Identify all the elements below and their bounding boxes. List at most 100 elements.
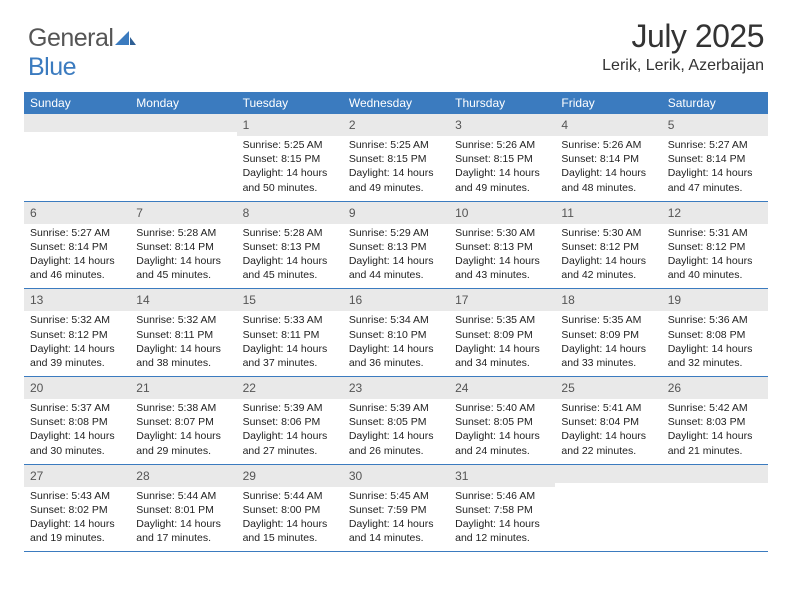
day-number: 29 (243, 469, 256, 483)
daynum-bar: 24 (449, 377, 555, 399)
cell-body: Sunrise: 5:45 AMSunset: 7:59 PMDaylight:… (343, 487, 449, 552)
daynum-bar: 28 (130, 465, 236, 487)
cell-body: Sunrise: 5:38 AMSunset: 8:07 PMDaylight:… (130, 399, 236, 464)
daylight-text: Daylight: 14 hours and 19 minutes. (30, 517, 124, 545)
day-number: 8 (243, 206, 250, 220)
sunrise-text: Sunrise: 5:33 AM (243, 313, 337, 327)
daynum-bar: 26 (662, 377, 768, 399)
daynum-bar: 1 (237, 114, 343, 136)
calendar-cell: 17 Sunrise: 5:35 AMSunset: 8:09 PMDayligh… (449, 289, 555, 376)
sunset-text: Sunset: 8:10 PM (349, 328, 443, 342)
location-text: Lerik, Lerik, Azerbaijan (602, 57, 764, 75)
daylight-text: Daylight: 14 hours and 36 minutes. (349, 342, 443, 370)
calendar-cell: 13 Sunrise: 5:32 AMSunset: 8:12 PMDayligh… (24, 289, 130, 376)
cell-body: Sunrise: 5:32 AMSunset: 8:12 PMDaylight:… (24, 311, 130, 376)
daynum-bar: 25 (555, 377, 661, 399)
daylight-text: Daylight: 14 hours and 17 minutes. (136, 517, 230, 545)
daylight-text: Daylight: 14 hours and 44 minutes. (349, 254, 443, 282)
sunset-text: Sunset: 8:04 PM (561, 415, 655, 429)
daynum-bar: 22 (237, 377, 343, 399)
sunset-text: Sunset: 8:14 PM (561, 152, 655, 166)
daylight-text: Daylight: 14 hours and 38 minutes. (136, 342, 230, 370)
calendar-cell: 26Sunrise: 5:42 AMSunset: 8:03 PMDayligh… (662, 377, 768, 464)
logo-word-blue: Blue (28, 53, 76, 81)
cell-body: Sunrise: 5:25 AMSunset: 8:15 PMDaylight:… (237, 136, 343, 201)
sunset-text: Sunset: 8:14 PM (136, 240, 230, 254)
day-number: 13 (30, 293, 43, 307)
daynum-bar: 18 (555, 289, 661, 311)
sunset-text: Sunset: 8:15 PM (349, 152, 443, 166)
daynum-bar: 21 (130, 377, 236, 399)
daynum-bar: 20 (24, 377, 130, 399)
sunrise-text: Sunrise: 5:35 AM (455, 313, 549, 327)
sunrise-text: Sunrise: 5:26 AM (561, 138, 655, 152)
sunset-text: Sunset: 8:12 PM (668, 240, 762, 254)
sunrise-text: Sunrise: 5:46 AM (455, 489, 549, 503)
calendar-cell: 4Sunrise: 5:26 AMSunset: 8:14 PMDaylight… (555, 114, 661, 201)
calendar-cell (662, 465, 768, 552)
daynum-bar (662, 465, 768, 483)
calendar-cell: 31Sunrise: 5:46 AMSunset: 7:58 PMDayligh… (449, 465, 555, 552)
sunset-text: Sunset: 8:09 PM (455, 328, 549, 342)
sunset-text: Sunset: 8:03 PM (668, 415, 762, 429)
sunrise-text: Sunrise: 5:29 AM (349, 226, 443, 240)
cell-body: Sunrise: 5:28 AMSunset: 8:13 PMDaylight:… (237, 224, 343, 289)
sunset-text: Sunset: 8:13 PM (349, 240, 443, 254)
daynum-bar (130, 114, 236, 132)
day-number: 21 (136, 381, 149, 395)
week-row: 6 Sunrise: 5:27 AM Sunset: 8:14 PM Daylight… (24, 202, 768, 290)
cell-body: Sunrise: 5:32 AMSunset: 8:11 PMDaylight:… (130, 311, 236, 376)
cell-body: Sunrise: 5:44 AMSunset: 8:00 PMDaylight:… (237, 487, 343, 552)
daylight-text: Daylight: 14 hours and 27 minutes. (243, 429, 337, 457)
cell-body: Sunrise: 5:46 AMSunset: 7:58 PMDaylight:… (449, 487, 555, 552)
sunrise-text: Sunrise: 5:45 AM (349, 489, 443, 503)
day-header: Monday (130, 92, 236, 114)
daynum-bar: 17 (449, 289, 555, 311)
day-number: 11 (561, 206, 573, 220)
cell-body: Sunrise: 5:41 AMSunset: 8:04 PMDaylight:… (555, 399, 661, 464)
sunset-text: Sunset: 8:06 PM (243, 415, 337, 429)
cell-body: Sunrise: 5:33 AMSunset: 8:11 PMDaylight:… (237, 311, 343, 376)
calendar-cell: 18Sunrise: 5:35 AMSunset: 8:09 PMDayligh… (555, 289, 661, 376)
daylight-text: Daylight: 14 hours and 49 minutes. (349, 166, 443, 194)
day-header-row: Sunday Monday Tuesday Wednesday Thursday… (24, 92, 768, 114)
day-header: Sunday (24, 92, 130, 114)
daynum-bar: 30 (343, 465, 449, 487)
sunrise-text: Sunrise: 5:27 AM (30, 226, 124, 240)
daylight-text: Daylight: 14 hours and 43 minutes. (455, 254, 549, 282)
daynum-bar: 12 (662, 202, 768, 224)
cell-body: Sunrise: 5:43 AMSunset: 8:02 PMDaylight:… (24, 487, 130, 552)
calendar-cell: 8 Sunrise: 5:28 AMSunset: 8:13 PMDaylight… (237, 202, 343, 289)
daylight-text: Daylight: 14 hours and 49 minutes. (455, 166, 549, 194)
calendar-cell: 14Sunrise: 5:32 AMSunset: 8:11 PMDayligh… (130, 289, 236, 376)
sunset-text: Sunset: 8:02 PM (30, 503, 124, 517)
day-number: 15 (243, 293, 256, 307)
calendar-cell: 25Sunrise: 5:41 AMSunset: 8:04 PMDayligh… (555, 377, 661, 464)
calendar-cell: 22 Sunrise: 5:39 AMSunset: 8:06 PMDayligh… (237, 377, 343, 464)
daynum-bar: 23 (343, 377, 449, 399)
daylight-text: Daylight: 14 hours and 34 minutes. (455, 342, 549, 370)
daynum-bar: 7 (130, 202, 236, 224)
daynum-bar: 16 (343, 289, 449, 311)
title-block: July 2025 Lerik, Lerik, Azerbaijan (602, 18, 764, 75)
daylight-text: Daylight: 14 hours and 26 minutes. (349, 429, 443, 457)
day-number: 12 (668, 206, 681, 220)
daynum-bar: 29 (237, 465, 343, 487)
daylight-text: Daylight: 14 hours and 24 minutes. (455, 429, 549, 457)
cell-body: Sunrise: 5:30 AMSunset: 8:12 PMDaylight:… (555, 224, 661, 289)
sunrise-text: Sunrise: 5:39 AM (243, 401, 337, 415)
calendar-cell: 3Sunrise: 5:26 AMSunset: 8:15 PMDaylight… (449, 114, 555, 201)
sunset-text: Sunset: 8:01 PM (136, 503, 230, 517)
sunrise-text: Sunrise: 5:28 AM (136, 226, 230, 240)
header: GeneralBlue July 2025 Lerik, Lerik, Azer… (0, 0, 792, 82)
daylight-text: Daylight: 14 hours and 29 minutes. (136, 429, 230, 457)
sunrise-text: Sunrise: 5:40 AM (455, 401, 549, 415)
day-number: 6 (30, 206, 37, 220)
sunrise-text: Sunrise: 5:25 AM (349, 138, 443, 152)
sunset-text: Sunset: 8:13 PM (455, 240, 549, 254)
cell-body: Sunrise: 5:39 AMSunset: 8:05 PMDaylight:… (343, 399, 449, 464)
daylight-text: Daylight: 14 hours and 40 minutes. (668, 254, 762, 282)
daylight-text: Daylight: 14 hours and 15 minutes. (243, 517, 337, 545)
day-number: 1 (243, 118, 250, 132)
calendar-cell: 10Sunrise: 5:30 AMSunset: 8:13 PMDayligh… (449, 202, 555, 289)
